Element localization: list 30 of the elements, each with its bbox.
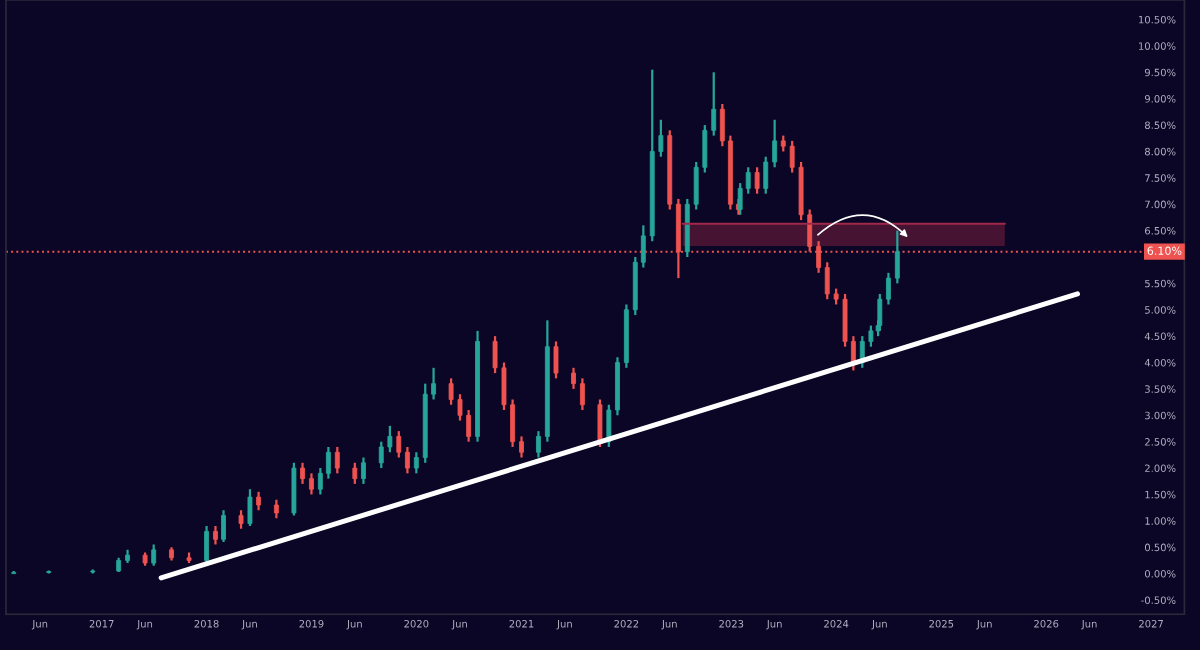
candlestick xyxy=(894,229,900,285)
candlestick xyxy=(886,271,891,306)
candlestick xyxy=(309,472,314,496)
candlestick xyxy=(221,509,226,544)
candlestick xyxy=(396,430,402,459)
candlestick xyxy=(754,166,760,195)
candlestick xyxy=(204,525,209,565)
candlestick xyxy=(352,461,358,486)
candlestick xyxy=(291,461,297,517)
candlestick xyxy=(413,451,419,475)
candlestick xyxy=(151,543,157,567)
candlestick xyxy=(238,509,244,530)
candlestick xyxy=(300,461,305,486)
candlestick xyxy=(772,118,778,169)
candlestick xyxy=(579,377,585,412)
candlestick xyxy=(711,71,717,137)
candlestick xyxy=(684,197,690,259)
candlestick xyxy=(536,430,541,459)
candlestick xyxy=(361,456,366,486)
candlestick xyxy=(597,398,603,449)
candlestick xyxy=(404,445,410,475)
candlestick xyxy=(247,488,253,528)
candlestick xyxy=(763,155,769,195)
candlestick xyxy=(213,525,218,546)
candlestick xyxy=(553,340,559,380)
candlestick xyxy=(519,435,524,459)
candlestick xyxy=(256,490,262,512)
candlestick xyxy=(334,445,340,475)
candlestick xyxy=(571,366,576,391)
candlestick xyxy=(273,498,279,520)
